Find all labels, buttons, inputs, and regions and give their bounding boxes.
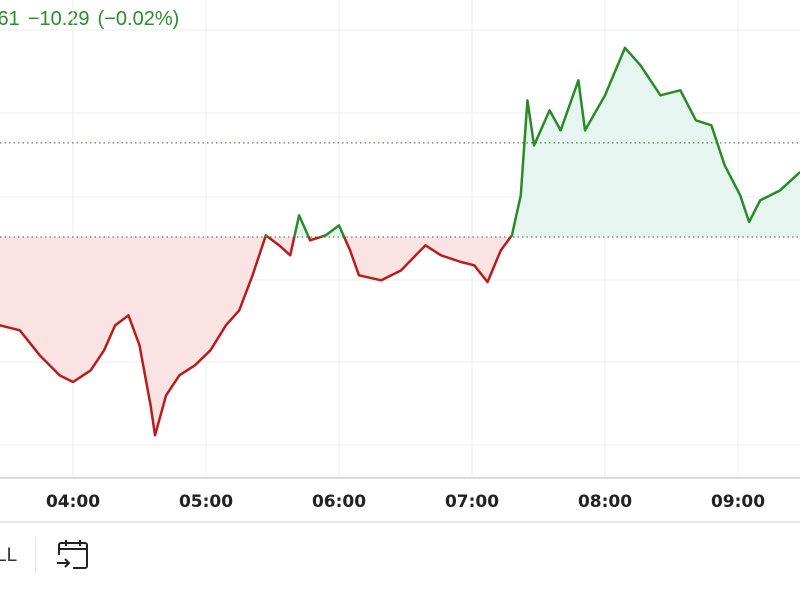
chart-toolbar: LL — [0, 523, 800, 583]
range-all-button[interactable]: LL — [0, 545, 18, 566]
chart-areas — [0, 47, 800, 436]
x-tick-label: 07:00 — [445, 492, 499, 512]
price-line-above — [263, 46, 800, 237]
x-tick-label: 04:00 — [46, 492, 100, 512]
x-tick-label: 09:00 — [711, 492, 765, 512]
price-header: .61 −10.29 (−0.02%) — [0, 8, 187, 31]
x-tick-label: 06:00 — [312, 492, 366, 512]
calendar-goto-icon[interactable] — [56, 539, 90, 571]
price-line-below — [0, 237, 513, 437]
price-line — [0, 46, 800, 437]
price-chart[interactable]: 04:00 05:00 06:00 07:00 08:00 09:00 — [0, 0, 800, 523]
price-change-percent: (−0.02%) — [97, 8, 180, 30]
x-tick-label: 08:00 — [578, 492, 632, 512]
x-tick-label: 05:00 — [179, 492, 233, 512]
area-below — [0, 237, 800, 436]
x-axis-ticks: 04:00 05:00 06:00 07:00 08:00 09:00 — [46, 492, 765, 512]
price-change: −10.29 — [27, 8, 90, 30]
area-above — [0, 47, 800, 237]
last-price: .61 — [0, 8, 20, 30]
reference-lines — [0, 142, 800, 238]
toolbar-divider — [35, 537, 36, 573]
